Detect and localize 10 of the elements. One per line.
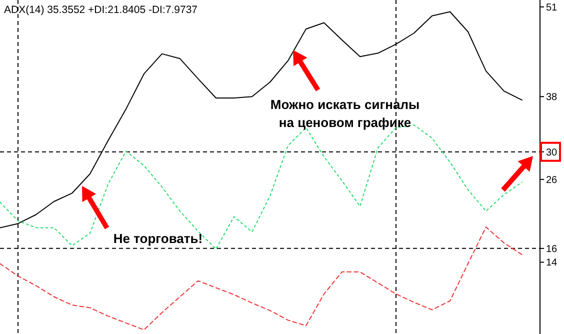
annotation: Можно искать сигналы на ценовом графике (270, 97, 420, 130)
ref-line-label: 30 (546, 147, 558, 158)
line-series (0, 226, 522, 330)
y-tick-label: 51 (546, 2, 558, 14)
annotation: Не торговать! (113, 231, 203, 246)
y-tick-label: 38 (546, 92, 558, 104)
ref-line-label: 16 (546, 244, 558, 255)
y-tick-label: 14 (546, 258, 558, 269)
chart-title: ADX(14) 35.3552 +DI:21.8405 -DI:7.9737 (4, 4, 198, 16)
y-tick-label: 26 (546, 174, 558, 186)
